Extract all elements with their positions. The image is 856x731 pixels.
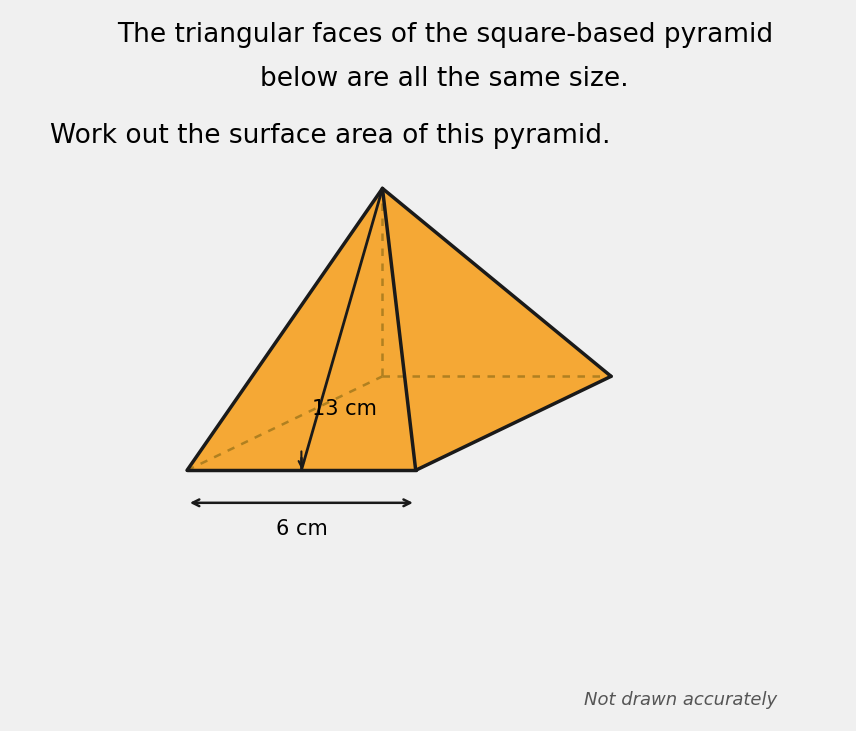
Polygon shape bbox=[383, 189, 611, 376]
Text: Not drawn accurately: Not drawn accurately bbox=[585, 691, 777, 709]
Polygon shape bbox=[187, 189, 416, 470]
Text: below are all the same size.: below are all the same size. bbox=[260, 66, 629, 91]
Text: The triangular faces of the square-based pyramid: The triangular faces of the square-based… bbox=[116, 22, 773, 48]
Polygon shape bbox=[383, 189, 611, 470]
Text: Work out the surface area of this pyramid.: Work out the surface area of this pyrami… bbox=[50, 124, 610, 149]
Text: 6 cm: 6 cm bbox=[276, 519, 327, 539]
Polygon shape bbox=[187, 189, 383, 470]
Text: 13 cm: 13 cm bbox=[312, 399, 377, 419]
